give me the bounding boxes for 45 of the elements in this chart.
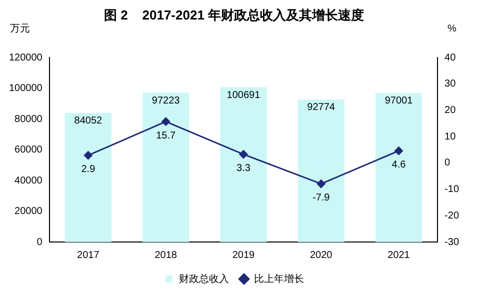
- y2-tick-label: -30: [444, 236, 460, 248]
- y-tick-label: 20000: [14, 206, 43, 218]
- y-tick-label: 60000: [14, 144, 43, 156]
- data-label: 92774: [307, 102, 336, 114]
- data-label: -7.9: [312, 192, 330, 204]
- bar: [298, 99, 344, 242]
- point: [394, 146, 403, 156]
- x-tick-label: 2021: [388, 250, 410, 261]
- y2-tick-label: -10: [444, 184, 460, 196]
- y-tick-label: 40000: [14, 175, 43, 186]
- data-label: 100691: [226, 90, 261, 102]
- x-tick-label: 2017: [77, 250, 100, 261]
- x-tick-label: 2019: [232, 250, 256, 261]
- y-axis-title: 万元: [10, 23, 30, 34]
- y2-tick-label: 40: [444, 52, 456, 64]
- chart-title: 图 2 2017-2021 年财政总收入及其增长速度: [104, 7, 364, 22]
- data-label: 84052: [74, 116, 103, 127]
- x-tick-label: 2018: [154, 250, 178, 261]
- bar: [64, 112, 112, 242]
- point: [84, 151, 92, 160]
- y-tick-label: 80000: [14, 114, 43, 125]
- y2-tick-label: -20: [444, 210, 460, 222]
- bar: [142, 92, 190, 242]
- x-tick-label: 2020: [310, 250, 333, 261]
- y2-tick-label: 30: [444, 78, 456, 90]
- bar: [220, 87, 267, 242]
- data-label: 15.7: [156, 130, 176, 142]
- y-tick-label: 100000: [8, 83, 43, 94]
- y2-tick-label: 20: [444, 105, 456, 116]
- data-label: 97001: [384, 96, 414, 107]
- y-tick-label: 0: [36, 236, 43, 248]
- point: [162, 117, 170, 126]
- y2-tick-label: 10: [444, 131, 456, 142]
- data-label: 3.3: [236, 163, 251, 174]
- data-label: 97223: [152, 95, 180, 106]
- legend-label: 财政总收入: [179, 272, 229, 285]
- y-tick-label: 120000: [8, 52, 43, 64]
- point: [239, 150, 248, 159]
- bar: [375, 92, 422, 242]
- legend-label: 比上年增长: [254, 272, 304, 285]
- y2-axis-title: %: [448, 23, 457, 34]
- y2-tick-label: 0: [444, 158, 451, 169]
- point: [316, 180, 326, 188]
- data-label: 2.9: [81, 164, 96, 176]
- data-label: 4.6: [392, 160, 406, 171]
